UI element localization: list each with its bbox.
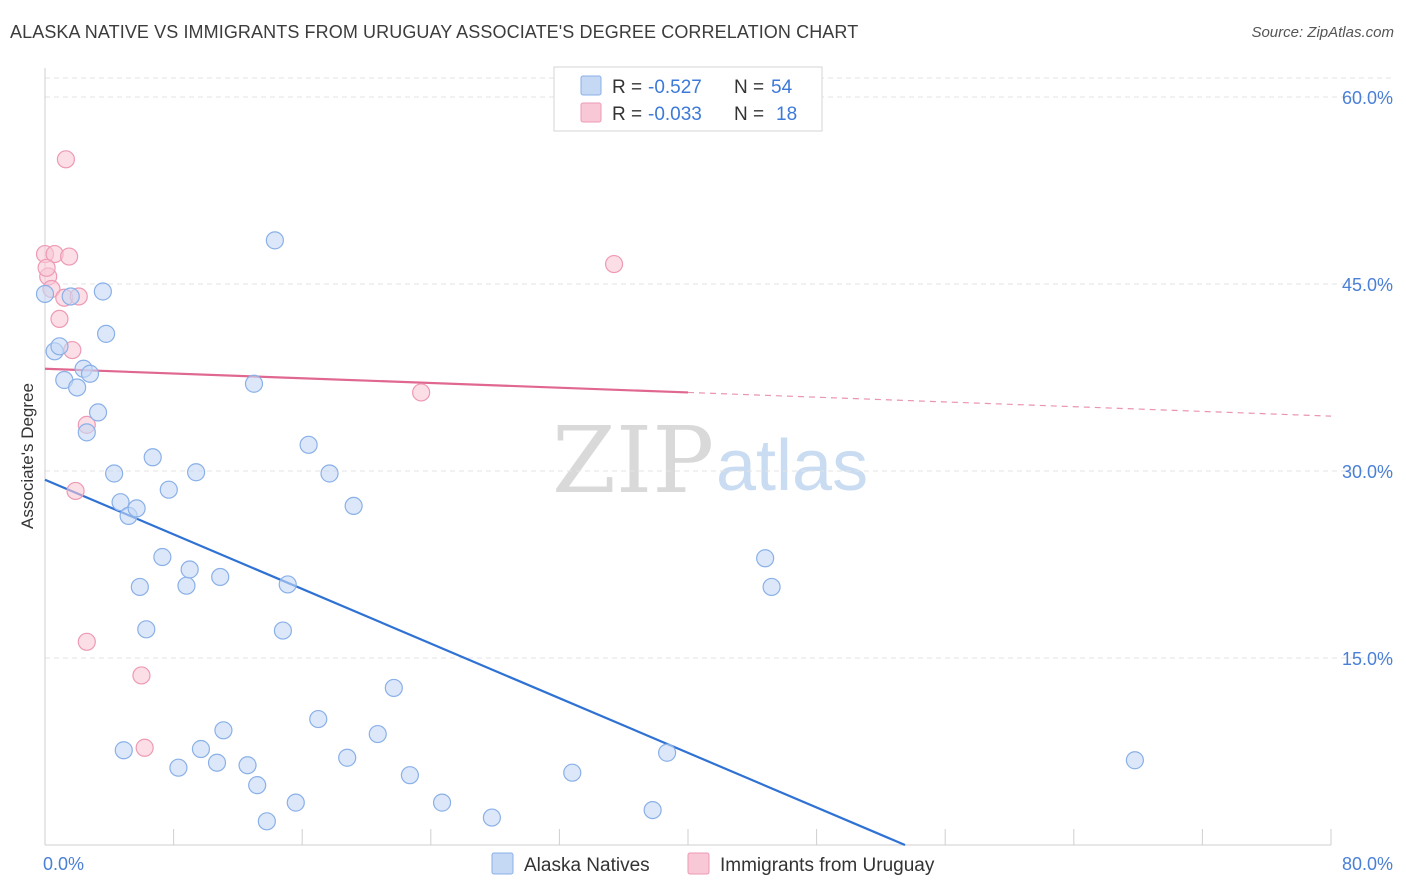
alaska-point	[105, 464, 124, 483]
alaska-point	[77, 423, 96, 442]
alaska-point	[50, 337, 69, 356]
alaska-point	[400, 766, 420, 785]
legend-n-label-2: N =	[734, 104, 764, 125]
y-tick-label: 15.0%	[1342, 649, 1393, 669]
uruguay-point	[37, 258, 56, 277]
y-tick-label: 30.0%	[1342, 462, 1393, 482]
alaska-point	[159, 480, 178, 499]
y-tick-label: 45.0%	[1342, 275, 1393, 295]
uruguay-point	[77, 632, 96, 651]
alaska-point	[658, 743, 677, 762]
correlation-legend: R = -0.527 N = 54 R = -0.033 N = 18	[553, 66, 823, 132]
alaska-point	[265, 231, 284, 250]
bottom-swatch-alaska	[491, 852, 514, 875]
alaska-point	[180, 560, 199, 579]
alaska-point	[563, 763, 582, 782]
alaska-point	[35, 284, 55, 304]
legend-r-label-2: R =	[612, 104, 642, 125]
alaska-point	[762, 577, 781, 597]
alaska-point	[114, 741, 133, 760]
alaska-point	[61, 287, 80, 306]
uruguay-point	[56, 150, 75, 169]
alaska-point	[169, 758, 188, 777]
grid-lines	[45, 77, 1392, 659]
alaska-point	[127, 499, 146, 518]
alaska-point	[207, 753, 227, 772]
alaska-point	[309, 709, 328, 729]
uruguay-point	[135, 738, 154, 757]
alaska-point	[238, 756, 257, 775]
y-axis-label: Associate's Degree	[18, 383, 37, 529]
alaska-point	[432, 793, 452, 812]
legend-n-value-1: 54	[771, 77, 793, 98]
alaska-point	[130, 577, 149, 597]
uruguay-point	[60, 247, 79, 266]
alaska-point	[111, 493, 130, 512]
tick-labels: 15.0% 30.0% 45.0% 60.0% 0.0% 80.0%	[43, 88, 1393, 874]
alaska-point	[482, 808, 501, 827]
watermark-atlas: atlas	[716, 426, 868, 506]
x-tick-label-max: 80.0%	[1342, 854, 1393, 874]
alaska-point	[96, 324, 116, 343]
source-label: Source: ZipAtlas.com	[1251, 24, 1394, 41]
bottom-legend-alaska: Alaska Natives	[524, 855, 650, 876]
watermark-zip: ZIP	[552, 407, 714, 514]
legend-r-label-1: R =	[612, 77, 642, 98]
alaska-point	[177, 576, 196, 595]
alaska-trend-line	[44, 478, 906, 847]
bottom-legend-uruguay: Immigrants from Uruguay	[720, 855, 935, 876]
chart-title: ALASKA NATIVE VS IMMIGRANTS FROM URUGUAY…	[10, 22, 859, 42]
x-tick-label-min: 0.0%	[43, 854, 84, 874]
alaska-point	[643, 800, 662, 820]
alaska-point	[88, 403, 108, 422]
legend-swatch-alaska	[580, 75, 602, 96]
y-tick-label: 60.0%	[1342, 88, 1393, 108]
alaska-point	[278, 575, 297, 594]
data-points	[35, 150, 1144, 831]
alaska-point	[273, 621, 293, 640]
alaska-point	[143, 448, 162, 467]
legend-r-value-2: -0.033	[648, 104, 702, 125]
alaska-point	[153, 547, 172, 567]
alaska-point	[368, 724, 387, 744]
legend-r-value-1: -0.527	[648, 77, 702, 98]
alaska-point	[248, 776, 267, 795]
alaska-point	[384, 678, 403, 698]
legend-swatch-uruguay	[580, 102, 602, 123]
alaska-point	[211, 567, 230, 587]
uruguay-trend-line	[44, 367, 689, 394]
alaska-point	[338, 748, 357, 767]
alaska-point	[286, 793, 305, 812]
alaska-point	[214, 721, 233, 740]
uruguay-point	[66, 481, 85, 501]
uruguay-point	[132, 666, 151, 685]
alaska-point	[68, 378, 87, 397]
legend-n-label-1: N =	[734, 77, 764, 98]
uruguay-point	[412, 383, 431, 402]
alaska-point	[257, 812, 276, 831]
alaska-point	[244, 374, 264, 393]
alaska-point	[756, 549, 775, 568]
uruguay-point	[604, 254, 624, 274]
trend-lines	[44, 367, 1332, 847]
uruguay-trend-extension	[687, 391, 1332, 417]
alaska-point	[344, 496, 363, 516]
legend-n-value-2: 18	[776, 104, 797, 125]
alaska-point	[137, 620, 156, 639]
alaska-point	[80, 364, 100, 383]
alaska-point	[191, 739, 211, 759]
alaska-point	[187, 463, 206, 482]
series-legend: Alaska Natives Immigrants from Uruguay	[491, 852, 935, 876]
alaska-point	[320, 464, 339, 483]
alaska-point	[1125, 751, 1144, 770]
bottom-swatch-uruguay	[687, 852, 710, 875]
axes	[44, 68, 1332, 846]
alaska-point	[299, 435, 318, 454]
uruguay-point	[50, 309, 69, 329]
alaska-point	[93, 282, 112, 301]
